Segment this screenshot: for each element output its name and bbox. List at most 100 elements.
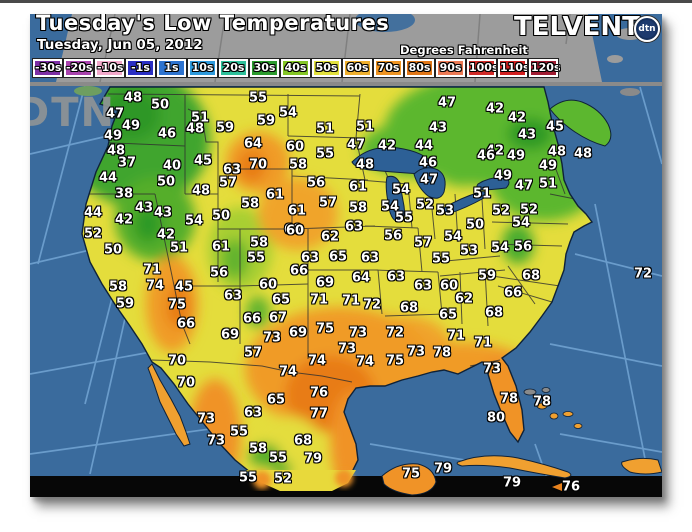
temperature-reading: 56: [209, 265, 229, 281]
legend-item: 10s: [187, 58, 218, 78]
temperature-reading: 71: [473, 335, 493, 351]
temperature-reading: 40: [162, 158, 182, 174]
temperature-reading: 55: [229, 424, 249, 440]
temperature-reading: 49: [538, 158, 558, 174]
temperature-reading: 55: [268, 450, 288, 466]
temperature-reading: 60: [283, 222, 303, 238]
temperature-reading: 71: [341, 293, 361, 309]
telvent-logo: TELVENT: [514, 14, 640, 42]
temperature-reading: 50: [211, 208, 231, 224]
temperature-reading: 76: [561, 479, 581, 495]
temperature-reading: 48: [123, 90, 143, 106]
temperature-reading: 48: [185, 121, 205, 137]
readings-layer: 48 50 47 49 49 46 51 48 59 48 37 40 45 63 44 50 57 48 38 44…: [30, 14, 662, 497]
dtn-badge-icon: dtn: [634, 16, 660, 42]
temperature-reading: 68: [293, 433, 313, 449]
temperature-reading: 54: [443, 229, 463, 245]
temperature-reading: 50: [156, 174, 176, 190]
legend-item: -30s: [32, 58, 63, 78]
temperature-reading: 65: [271, 292, 291, 308]
temperature-reading: 57: [218, 175, 238, 191]
temperature-reading: 52: [519, 202, 539, 218]
temperature-reading: 73: [482, 361, 502, 377]
temperature-reading: 42: [485, 143, 505, 159]
temperature-reading: 75: [385, 353, 405, 369]
temperature-reading: 63: [344, 219, 364, 235]
temperature-reading: 48: [191, 183, 211, 199]
temperature-reading: 58: [248, 441, 268, 457]
temperature-reading: 43: [428, 120, 448, 136]
legend-item: 20s: [218, 58, 249, 78]
temperature-reading: 68: [484, 305, 504, 321]
temperature-reading: 78: [499, 391, 519, 407]
temperature-reading: 54: [490, 240, 510, 256]
temperature-reading: 58: [288, 157, 308, 173]
temperature-reading: 59: [115, 296, 135, 312]
temperature-reading: 38: [114, 186, 134, 202]
temperature-reading: 77: [309, 406, 329, 422]
temperature-reading: 58: [348, 200, 368, 216]
temperature-reading: 54: [511, 215, 531, 231]
temperature-reading: 57: [243, 345, 263, 361]
temperature-reading: 37: [117, 155, 137, 171]
temperature-reading: 47: [105, 106, 125, 122]
temperature-reading: 58: [249, 235, 269, 251]
dtn-watermark: DTN: [30, 90, 116, 136]
temperature-reading: 50: [150, 97, 170, 113]
temperature-reading: 61: [211, 239, 231, 255]
temperature-reading: 50: [103, 242, 123, 258]
temperature-reading: 55: [431, 251, 451, 267]
temperature-reading: 44: [98, 170, 118, 186]
temperature-reading: 42: [485, 101, 505, 117]
temperature-reading: 71: [309, 292, 329, 308]
temperature-reading: 69: [288, 325, 308, 341]
temperature-reading: 80: [486, 410, 506, 426]
temperature-reading: 78: [532, 394, 552, 410]
temperature-reading: 78: [432, 345, 452, 361]
temperature-reading: 65: [328, 249, 348, 265]
temperature-reading: 49: [506, 148, 526, 164]
temperature-reading: 63: [243, 405, 263, 421]
window-top-border: [0, 0, 692, 3]
temperature-reading: 71: [142, 262, 162, 278]
temperature-reading: 74: [145, 278, 165, 294]
temperature-reading: 60: [285, 223, 305, 239]
legend: -30s -20s -10s -1s 1s 10s 20s 30s 40s 50s 60s 70s 80…: [32, 58, 561, 78]
temperature-reading: 70: [167, 353, 187, 369]
temperature-reading: 70: [176, 375, 196, 391]
temperature-reading: 48: [547, 144, 567, 160]
temperature-reading: 43: [517, 127, 537, 143]
temperature-reading: 63: [223, 288, 243, 304]
temperature-reading: 72: [633, 266, 653, 282]
temperature-reading: 48: [355, 157, 375, 173]
temperature-reading: 54: [380, 199, 400, 215]
temperature-reading: 42: [377, 138, 397, 154]
temperature-reading: 52: [83, 226, 103, 242]
temperature-reading: 44: [414, 138, 434, 154]
temperature-reading: 66: [503, 285, 523, 301]
temperature-reading: 51: [315, 121, 335, 137]
legend-item: 60s: [342, 58, 373, 78]
temperature-reading: 66: [242, 311, 262, 327]
temperature-reading: 73: [406, 344, 426, 360]
legend-item: 40s: [280, 58, 311, 78]
temperature-reading: 68: [521, 268, 541, 284]
temperature-reading: 60: [258, 277, 278, 293]
temperature-reading: 76: [309, 385, 329, 401]
temperature-reading: 56: [513, 239, 533, 255]
temperature-reading: 61: [348, 179, 368, 195]
legend-item: 50s: [311, 58, 342, 78]
temperature-reading: 50: [465, 217, 485, 233]
temperature-reading: 47: [514, 178, 534, 194]
page-title: Tuesday's Low Temperatures: [36, 14, 390, 35]
temperature-reading: 64: [243, 136, 263, 152]
legend-item: 70s: [373, 58, 404, 78]
legend-item: 100s: [466, 58, 499, 78]
temperature-reading: 49: [121, 118, 141, 134]
temperature-reading: 60: [285, 139, 305, 155]
temperature-reading: 53: [435, 203, 455, 219]
temperature-reading: 67: [268, 310, 288, 326]
temperature-reading: 42: [114, 212, 134, 228]
temperature-reading: 60: [439, 278, 459, 294]
temperature-reading: 46: [476, 148, 496, 164]
